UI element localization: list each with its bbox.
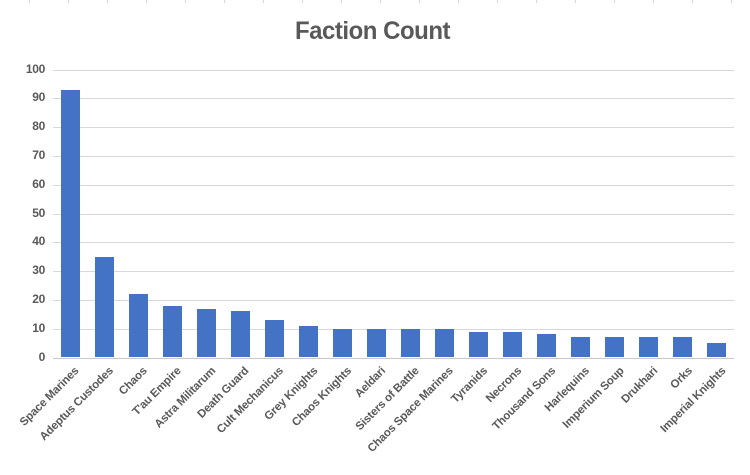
bar (332, 328, 352, 358)
gridline (53, 213, 734, 215)
bar (196, 308, 216, 358)
y-axis-tick-label: 70 (32, 148, 45, 163)
bar (707, 343, 727, 358)
y-axis-tick-label: 90 (32, 90, 45, 105)
bar (60, 89, 80, 358)
y-axis-tick-label: 50 (32, 205, 45, 220)
x-axis-category-label: Astra Militarum (152, 364, 218, 431)
bar (128, 294, 148, 358)
gridline (53, 299, 734, 301)
y-axis-tick-label: 80 (32, 119, 45, 134)
tick-mark (731, 0, 732, 3)
bar (673, 337, 693, 358)
bar (435, 328, 455, 358)
gridline (53, 328, 734, 330)
bar (366, 328, 386, 358)
bar (503, 331, 523, 358)
bar (264, 320, 284, 358)
bar (537, 334, 557, 358)
tick-mark (302, 0, 303, 3)
x-axis-category-label: Imperium Soup (560, 364, 627, 431)
bar (469, 331, 489, 358)
top-tick-marks (0, 0, 750, 4)
tick-mark (68, 0, 69, 3)
tick-mark (263, 0, 264, 3)
tick-mark (458, 0, 459, 3)
gridline (53, 69, 734, 71)
y-axis-tick-label: 10 (32, 320, 45, 335)
tick-mark (380, 0, 381, 3)
tick-mark (107, 0, 108, 3)
y-axis-tick-label: 60 (32, 176, 45, 191)
tick-mark (146, 0, 147, 3)
x-axis-category-label: Imperial Knights (658, 364, 729, 435)
tick-mark (575, 0, 576, 3)
tick-mark (185, 0, 186, 3)
tick-mark (224, 0, 225, 3)
tick-mark (614, 0, 615, 3)
tick-mark (536, 0, 537, 3)
tick-mark (497, 0, 498, 3)
y-axis-tick-label: 100 (25, 61, 45, 76)
gridline (53, 242, 734, 244)
x-axis-category-label: Tyranids (449, 364, 491, 406)
bar (298, 325, 318, 358)
bar (605, 337, 625, 358)
bar (230, 311, 250, 358)
tick-mark (692, 0, 693, 3)
tick-mark (419, 0, 420, 3)
x-axis-category-label: Chaos Knights (289, 364, 354, 429)
tick-mark (341, 0, 342, 3)
y-axis-tick-label: 0 (38, 349, 46, 364)
bar (94, 256, 114, 358)
x-axis-line (53, 357, 734, 359)
bar (639, 337, 659, 358)
gridline (53, 127, 734, 129)
x-axis-category-label: Orks (667, 364, 695, 391)
tick-mark (29, 0, 30, 3)
x-axis-category-label: Chaos (116, 364, 150, 398)
x-axis-category-label: Space Marines (17, 364, 82, 429)
x-axis-category-label: Drukhari (619, 364, 661, 406)
gridline (53, 156, 734, 158)
y-axis-tick-label: 20 (32, 291, 45, 306)
y-axis-tick-label: 30 (32, 263, 45, 278)
chart-title: Faction Count (294, 17, 451, 45)
y-axis-tick-label: 40 (32, 234, 45, 249)
gridline (53, 98, 734, 100)
bar (571, 337, 591, 358)
tick-mark (653, 0, 654, 3)
gridline (53, 271, 734, 273)
bar (401, 328, 421, 358)
gridline (53, 184, 734, 186)
bar (162, 305, 182, 358)
x-axis-category-label: Thousand Sons (490, 364, 559, 433)
